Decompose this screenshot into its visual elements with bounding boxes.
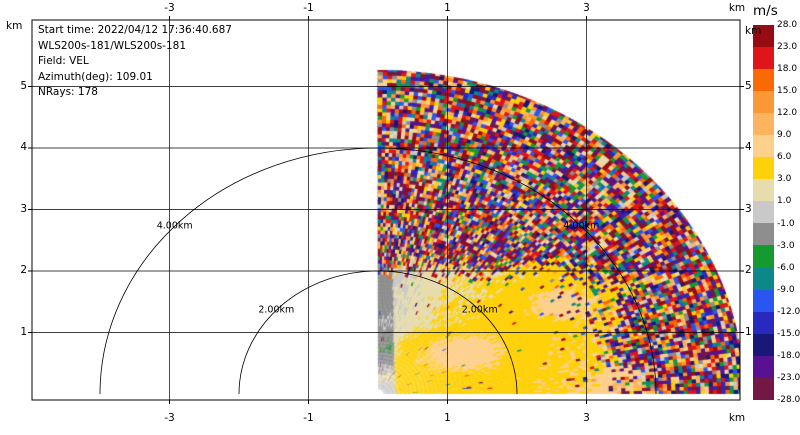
colorbar-segment <box>753 113 774 136</box>
info-line: WLS200s-181/WLS200s-181 <box>38 39 187 52</box>
colorbar-segment <box>753 289 774 312</box>
colorbar-tick-label: 28.0 <box>777 20 798 30</box>
colorbar-tick-label: -6.0 <box>777 262 795 273</box>
x-tick-label-top: 3 <box>583 2 590 14</box>
y-tick-label-left: 1 <box>20 325 27 338</box>
colorbar-tick-label: -3.0 <box>777 240 795 251</box>
colorbar-tick-label: 12.0 <box>777 108 798 119</box>
y-axis-unit-left: km <box>6 20 23 32</box>
colorbar-segment <box>753 311 774 334</box>
info-line: Azimuth(deg): 109.01 <box>38 70 153 83</box>
colorbar-tick-label: -15.0 <box>777 328 800 339</box>
colorbar-segment <box>753 69 774 92</box>
colorbar-tick-label: -28.0 <box>777 395 800 405</box>
range-ring-label: 2.00km <box>258 304 295 316</box>
colorbar-segment <box>753 223 774 246</box>
colorbar-tick-label: -1.0 <box>777 218 795 229</box>
colorbar-tick-label: 6.0 <box>777 152 792 163</box>
colorbar-segment <box>753 25 774 48</box>
colorbar-segment <box>753 91 774 114</box>
colorbar <box>753 25 774 400</box>
y-tick-label-left: 5 <box>20 79 27 92</box>
info-line: Start time: 2022/04/12 17:36:40.687 <box>38 24 232 36</box>
info-line: NRays: 178 <box>38 86 98 99</box>
colorbar-segment <box>753 267 774 290</box>
y-tick-label-right: 4 <box>745 141 752 153</box>
y-tick-label-left: 4 <box>20 141 27 153</box>
colorbar-tick-label: 1.0 <box>777 196 792 207</box>
colorbar-tick-label: 9.0 <box>777 130 792 141</box>
y-tick-label-left: 3 <box>20 202 27 215</box>
colorbar-segment <box>753 355 774 378</box>
colorbar-segment <box>753 157 774 180</box>
colorbar-tick-label: -18.0 <box>777 350 800 361</box>
colorbar-tick-label: 3.0 <box>777 174 792 185</box>
colorbar-tick-label: 15.0 <box>777 86 798 97</box>
x-tick-label-bottom: -1 <box>303 412 314 424</box>
range-ring-label: 4.00km <box>156 220 193 232</box>
colorbar-segment <box>753 135 774 158</box>
colorbar-segment <box>753 47 774 70</box>
colorbar-segment <box>753 377 774 400</box>
y-tick-label-left: 2 <box>20 264 27 276</box>
colorbar-segment <box>753 201 774 224</box>
info-line: Field: VEL <box>38 55 89 68</box>
x-tick-label-bottom: 3 <box>583 412 590 424</box>
colorbar-tick-label: 23.0 <box>777 42 798 53</box>
colorbar-segment <box>753 179 774 202</box>
colorbar-tick-label: -23.0 <box>777 372 800 383</box>
colorbar-segment <box>753 333 774 356</box>
colorbar-tick-label: -9.0 <box>777 284 795 295</box>
range-ring-label: 4.00km <box>563 220 600 232</box>
x-tick-label-top: -1 <box>303 2 314 14</box>
colorbar-tick-label: -12.0 <box>777 306 800 317</box>
x-tick-label-top: -3 <box>164 2 175 14</box>
x-tick-label-bottom: -3 <box>164 412 175 424</box>
x-tick-label-bottom: 1 <box>444 412 451 424</box>
y-tick-label-right: 3 <box>745 202 752 215</box>
y-tick-label-right: 5 <box>745 79 752 92</box>
y-axis-unit-right: km <box>745 25 762 37</box>
x-axis-unit-bottom: km <box>728 412 746 424</box>
x-tick-label-top: 1 <box>444 2 451 14</box>
colorbar-tick-label: 18.0 <box>777 64 798 75</box>
range-ring-label: 2.00km <box>461 304 498 316</box>
colorbar-unit-label: m/s <box>753 3 778 19</box>
x-axis-unit-top: km <box>728 2 746 14</box>
y-tick-label-right: 2 <box>745 264 752 276</box>
colorbar-segment <box>753 245 774 268</box>
y-tick-label-right: 1 <box>745 325 752 338</box>
